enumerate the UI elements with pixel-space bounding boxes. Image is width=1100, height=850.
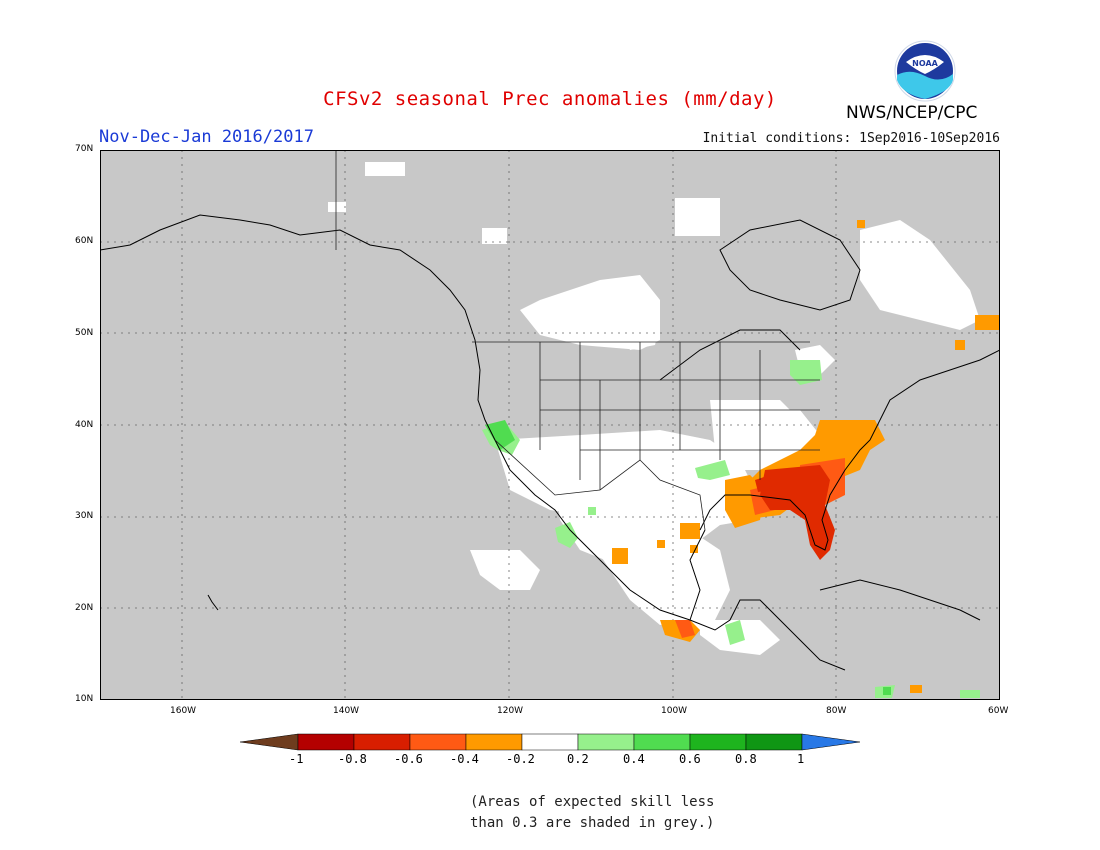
colorbar-low-arrow bbox=[240, 733, 299, 751]
colorbar-label-0-8: 0.8 bbox=[735, 752, 757, 766]
political-borders bbox=[335, 150, 820, 531]
wet-anomaly-medium-green bbox=[485, 420, 891, 695]
chart-title: CFSv2 seasonal Prec anomalies (mm/day) bbox=[323, 88, 777, 110]
lon-label-100w: 100W bbox=[661, 706, 688, 716]
lon-label-80w: 80W bbox=[826, 706, 847, 716]
skill-note-line-1: (Areas of expected skill less bbox=[470, 794, 715, 810]
dry-anomaly-red bbox=[755, 465, 835, 560]
precip-anomaly-map bbox=[100, 150, 1000, 700]
colorbar-label-neg0-8: -0.8 bbox=[338, 752, 367, 766]
colorbar bbox=[240, 733, 861, 751]
lat-label-30n: 30N bbox=[75, 511, 94, 521]
colorbar-label-neg0-4: -0.4 bbox=[450, 752, 479, 766]
lat-label-20n: 20N bbox=[75, 603, 94, 613]
colorbar-label-neg1: -1 bbox=[289, 752, 304, 766]
lat-label-40n: 40N bbox=[75, 420, 94, 430]
colorbar-high-arrow bbox=[801, 733, 861, 751]
colorbar-label-0-2: 0.2 bbox=[567, 752, 589, 766]
colorbar-label-0-6: 0.6 bbox=[679, 752, 701, 766]
noaa-logo: NOAA bbox=[894, 40, 956, 102]
colorbar-label-neg0-6: -0.6 bbox=[394, 752, 423, 766]
svg-text:NOAA: NOAA bbox=[912, 59, 938, 68]
agency-label: NWS/NCEP/CPC bbox=[846, 103, 978, 123]
lon-label-120w: 120W bbox=[497, 706, 524, 716]
lat-label-70n: 70N bbox=[75, 144, 94, 154]
skill-note-line-2: than 0.3 are shaded in grey.) bbox=[470, 815, 715, 831]
colorbar-label-0-4: 0.4 bbox=[623, 752, 645, 766]
initial-conditions: Initial conditions: 1Sep2016-10Sep2016 bbox=[702, 131, 1000, 146]
lon-label-160w: 160W bbox=[170, 706, 197, 716]
lon-label-60w: 60W bbox=[988, 706, 1009, 716]
forecast-period: Nov-Dec-Jan 2016/2017 bbox=[99, 127, 314, 147]
colorbar-label-1: 1 bbox=[797, 752, 805, 766]
lat-label-60n: 60N bbox=[75, 236, 94, 246]
colorbar-label-neg0-2: -0.2 bbox=[506, 752, 535, 766]
lat-label-10n: 10N bbox=[75, 694, 94, 704]
lon-label-140w: 140W bbox=[333, 706, 360, 716]
skill-note: (Areas of expected skill less than 0.3 a… bbox=[470, 792, 714, 834]
lat-label-50n: 50N bbox=[75, 328, 94, 338]
